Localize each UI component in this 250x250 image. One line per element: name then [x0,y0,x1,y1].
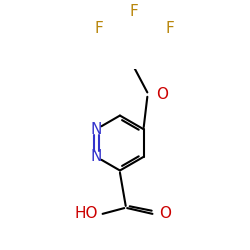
Text: F: F [130,4,139,19]
Text: O: O [159,206,171,221]
Text: N: N [90,149,102,164]
Text: F: F [94,20,103,36]
Text: N: N [90,122,102,137]
Text: O: O [156,87,168,102]
Text: F: F [166,20,174,36]
Text: HO: HO [75,206,98,221]
